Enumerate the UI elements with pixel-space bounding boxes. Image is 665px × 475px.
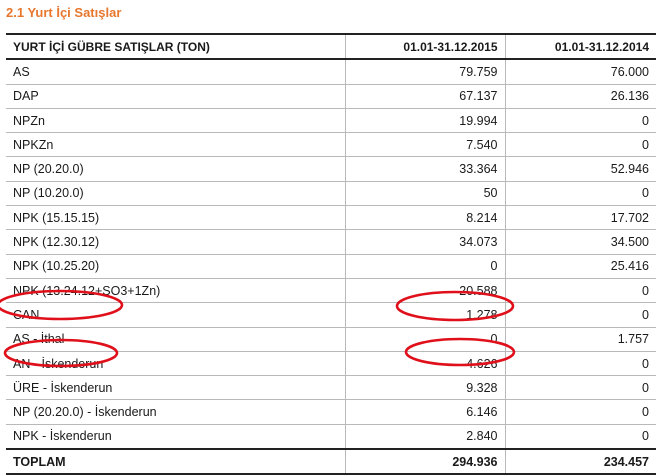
table-row: NPK (15.15.15) 8.214 17.702 xyxy=(6,205,656,231)
product-cell: NP (20.20.0) - İskenderun xyxy=(6,399,345,425)
value-2015-cell: 50 xyxy=(344,181,505,207)
product-cell: ÜRE - İskenderun xyxy=(6,375,345,401)
value-2014-cell: 34.500 xyxy=(504,229,656,255)
total-label: TOPLAM xyxy=(6,448,345,475)
value-2014-cell: 52.946 xyxy=(504,156,656,182)
total-2014: 234.457 xyxy=(504,448,656,475)
product-cell: NP (10.20.0) xyxy=(6,181,345,207)
product-cell: CAN xyxy=(6,302,345,328)
value-2015-cell: 7.540 xyxy=(344,132,505,158)
total-2015: 294.936 xyxy=(344,448,505,475)
product-cell: AS - İthal xyxy=(6,327,345,352)
value-2015-cell: 34.073 xyxy=(344,229,505,255)
table-row: NPKZn 7.540 0 xyxy=(6,132,656,158)
value-2014-cell: 0 xyxy=(504,132,656,158)
table-row: NPK (12.30.12) 34.073 34.500 xyxy=(6,229,656,255)
product-cell: AN - İskenderun xyxy=(6,351,345,377)
value-2015-cell: 33.364 xyxy=(344,156,505,182)
table-row: NP (10.20.0) 50 0 xyxy=(6,181,656,207)
value-2015-cell: 4.626 xyxy=(344,351,505,377)
value-2014-cell: 0 xyxy=(504,424,656,450)
total-row: TOPLAM 294.936 234.457 xyxy=(6,448,656,475)
product-cell: DAP xyxy=(6,84,345,109)
value-2014-cell: 26.136 xyxy=(504,84,656,109)
value-2015-cell: 6.146 xyxy=(344,399,505,425)
value-2015-cell: 9.328 xyxy=(344,375,505,401)
value-2015-cell: 1.278 xyxy=(344,302,505,328)
value-2014-cell: 17.702 xyxy=(504,205,656,231)
value-2015-cell: 0 xyxy=(344,327,505,352)
table-row: AN - İskenderun 4.626 0 xyxy=(6,351,656,377)
table-row: NPZn 19.994 0 xyxy=(6,108,656,134)
product-cell: NPKZn xyxy=(6,132,345,158)
domestic-fertilizer-sales-table: YURT İÇİ GÜBRE SATIŞLAR (TON) 01.01-31.1… xyxy=(6,32,656,475)
value-2015-cell: 20.588 xyxy=(344,278,505,304)
header-2014: 01.01-31.12.2014 xyxy=(504,32,656,61)
product-cell: NPZn xyxy=(6,108,345,134)
value-2014-cell: 0 xyxy=(504,351,656,377)
value-2014-cell: 1.757 xyxy=(504,327,656,352)
table-row: NPK - İskenderun 2.840 0 xyxy=(6,424,656,450)
header-product: YURT İÇİ GÜBRE SATIŞLAR (TON) xyxy=(6,32,345,61)
section-title: 2.1 Yurt İçi Satışlar xyxy=(6,5,122,20)
product-cell: NPK (10.25.20) xyxy=(6,254,345,279)
value-2014-cell: 0 xyxy=(504,108,656,134)
product-cell: NPK - İskenderun xyxy=(6,424,345,450)
value-2015-cell: 67.137 xyxy=(344,84,505,109)
value-2014-cell: 0 xyxy=(504,399,656,425)
product-cell: NPK (13.24.12+SO3+1Zn) xyxy=(6,278,345,304)
table-row: AS - İthal 0 1.757 xyxy=(6,327,656,352)
value-2015-cell: 19.994 xyxy=(344,108,505,134)
table-row: NP (20.20.0) 33.364 52.946 xyxy=(6,156,656,182)
table-row: ÜRE - İskenderun 9.328 0 xyxy=(6,375,656,401)
value-2015-cell: 8.214 xyxy=(344,205,505,231)
value-2014-cell: 0 xyxy=(504,181,656,207)
value-2014-cell: 76.000 xyxy=(504,59,656,85)
value-2014-cell: 0 xyxy=(504,375,656,401)
table-header-row: YURT İÇİ GÜBRE SATIŞLAR (TON) 01.01-31.1… xyxy=(6,32,656,61)
value-2014-cell: 0 xyxy=(504,302,656,328)
table-row: NPK (10.25.20) 0 25.416 xyxy=(6,254,656,279)
value-2014-cell: 0 xyxy=(504,278,656,304)
product-cell: NPK (12.30.12) xyxy=(6,229,345,255)
product-cell: NP (20.20.0) xyxy=(6,156,345,182)
table-row: CAN 1.278 0 xyxy=(6,302,656,328)
table-row: AS 79.759 76.000 xyxy=(6,59,656,85)
value-2014-cell: 25.416 xyxy=(504,254,656,279)
table-row: NP (20.20.0) - İskenderun 6.146 0 xyxy=(6,399,656,425)
table-row: DAP 67.137 26.136 xyxy=(6,84,656,109)
header-2015: 01.01-31.12.2015 xyxy=(344,32,505,61)
value-2015-cell: 2.840 xyxy=(344,424,505,450)
product-cell: NPK (15.15.15) xyxy=(6,205,345,231)
value-2015-cell: 0 xyxy=(344,254,505,279)
product-cell: AS xyxy=(6,59,345,85)
table-row: NPK (13.24.12+SO3+1Zn) 20.588 0 xyxy=(6,278,656,304)
value-2015-cell: 79.759 xyxy=(344,59,505,85)
